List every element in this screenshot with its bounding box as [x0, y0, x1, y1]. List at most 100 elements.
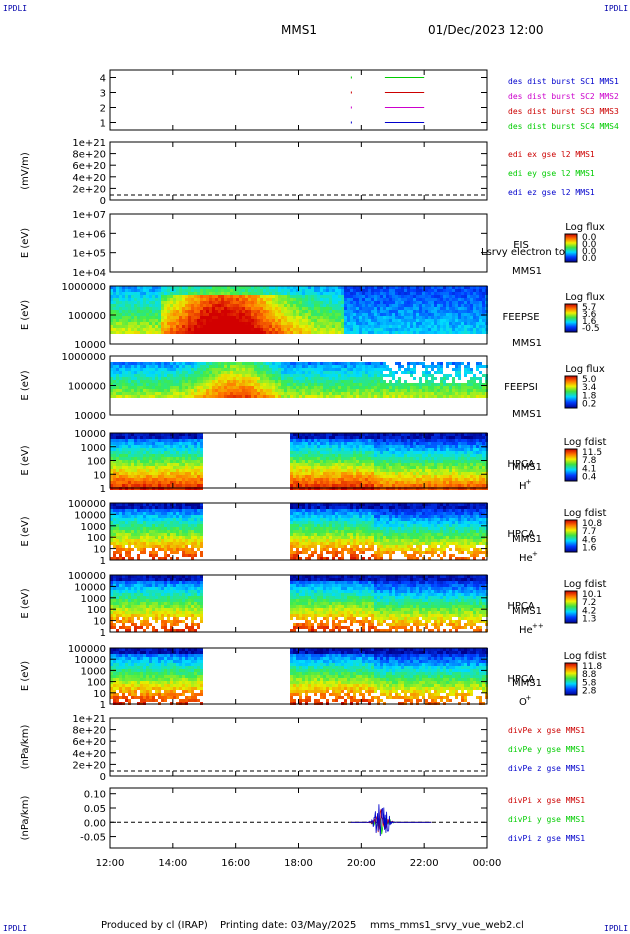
- hpca_h-cell: [362, 451, 365, 454]
- hpca_h-cell: [173, 448, 176, 451]
- feepse-cell: [200, 307, 203, 310]
- feepse-cell: [449, 286, 452, 289]
- feepse-cell: [251, 319, 254, 322]
- feepse-cell: [422, 304, 425, 307]
- feepse-cell: [344, 298, 347, 301]
- feepsi-cell: [437, 383, 440, 386]
- feepsi-cell: [155, 377, 158, 380]
- hpca_h-cell: [155, 478, 158, 481]
- feepse-cell: [365, 289, 368, 292]
- feepse-cell: [248, 298, 251, 301]
- feepse-cell: [281, 328, 284, 331]
- feepse-cell: [134, 331, 137, 334]
- hpca_h-cell: [371, 442, 374, 445]
- hpca_h-cell: [314, 460, 317, 463]
- feepse-cell: [275, 322, 278, 325]
- feepse-cell: [200, 298, 203, 301]
- feepse-cell: [329, 289, 332, 292]
- feepsi-cell: [263, 389, 266, 392]
- hpca_h-cell: [299, 445, 302, 448]
- hpca_h-cell: [131, 436, 134, 439]
- feepse-cell: [239, 295, 242, 298]
- hpca_h-cell: [377, 451, 380, 454]
- hpca_h-cell: [332, 457, 335, 460]
- hpca_h-cell: [164, 457, 167, 460]
- feepse-cell: [332, 301, 335, 304]
- hpca_h-cell: [131, 484, 134, 487]
- hpca_h-cell: [392, 460, 395, 463]
- feepse-cell: [110, 322, 113, 325]
- feepse-cell: [401, 295, 404, 298]
- feepse-cell: [476, 316, 479, 319]
- feepse-cell: [131, 331, 134, 334]
- feepsi-cell: [479, 365, 482, 368]
- feepse-cell: [362, 328, 365, 331]
- hpca_h-cell: [293, 460, 296, 463]
- hpca_h-cell: [320, 469, 323, 472]
- hpca_h-cell: [290, 454, 293, 457]
- feepsi-cell: [467, 371, 470, 374]
- feepse-cell: [203, 295, 206, 298]
- feepse-cell: [464, 292, 467, 295]
- feepsi-cell: [287, 374, 290, 377]
- feepsi-cell: [449, 389, 452, 392]
- hpca_h-cell: [410, 436, 413, 439]
- feepsi-cell: [362, 362, 365, 365]
- feepse-cell: [212, 286, 215, 289]
- feepse-cell: [269, 310, 272, 313]
- hpca_h-cell: [320, 454, 323, 457]
- feepsi-cell: [170, 389, 173, 392]
- hpca_h-cell: [383, 472, 386, 475]
- hpca_h-cell: [329, 445, 332, 448]
- feepse-cell: [296, 316, 299, 319]
- feepsi-cell: [176, 380, 179, 383]
- hpca_h-cell: [407, 442, 410, 445]
- feepse-cell: [131, 310, 134, 313]
- feepse-cell: [422, 325, 425, 328]
- feepse-cell: [353, 331, 356, 334]
- feepsi-cell: [344, 374, 347, 377]
- hpca_h-cell: [365, 454, 368, 457]
- feepse-cell: [245, 292, 248, 295]
- feepsi-cell: [182, 389, 185, 392]
- feepse-cell: [296, 304, 299, 307]
- hpca_h-cell: [290, 460, 293, 463]
- hpca_h-cell: [356, 457, 359, 460]
- feepsi-cell: [242, 374, 245, 377]
- hpca_h-cell: [308, 433, 311, 436]
- feepse-cell: [419, 319, 422, 322]
- hpca_h-cell: [149, 445, 152, 448]
- hpca_h-cell: [134, 460, 137, 463]
- feepse-cell: [263, 304, 266, 307]
- feepsi-cell: [455, 365, 458, 368]
- feepse-cell: [314, 319, 317, 322]
- feepsi-cell: [149, 365, 152, 368]
- hpca_h-cell: [329, 469, 332, 472]
- feepsi-cell: [479, 392, 482, 395]
- feepse-cell: [482, 307, 485, 310]
- hpca_h-cell: [377, 454, 380, 457]
- feepsi-cell: [419, 386, 422, 389]
- feepse-cell: [113, 292, 116, 295]
- feepsi-cell: [167, 365, 170, 368]
- feepsi-cell: [311, 395, 314, 398]
- feepse-cell: [461, 310, 464, 313]
- feepsi-cell: [122, 368, 125, 371]
- feepse-cell: [287, 292, 290, 295]
- feepse-cell: [314, 301, 317, 304]
- hpca_h-cell: [371, 433, 374, 436]
- feepse-cell: [227, 319, 230, 322]
- feepse-cell: [221, 328, 224, 331]
- feepsi-cell: [302, 395, 305, 398]
- hpca_h-cell: [410, 433, 413, 436]
- feepsi-cell: [371, 377, 374, 380]
- feepsi-cell: [380, 392, 383, 395]
- feepsi-cell: [203, 365, 206, 368]
- eis-colorbar-tick: 0.0: [582, 233, 597, 243]
- feepse-cell: [215, 289, 218, 292]
- feepsi-cell: [230, 380, 233, 383]
- feepsi-cell: [296, 371, 299, 374]
- feepse-cell: [218, 298, 221, 301]
- feepse-cell: [269, 319, 272, 322]
- hpca_h-cell: [356, 436, 359, 439]
